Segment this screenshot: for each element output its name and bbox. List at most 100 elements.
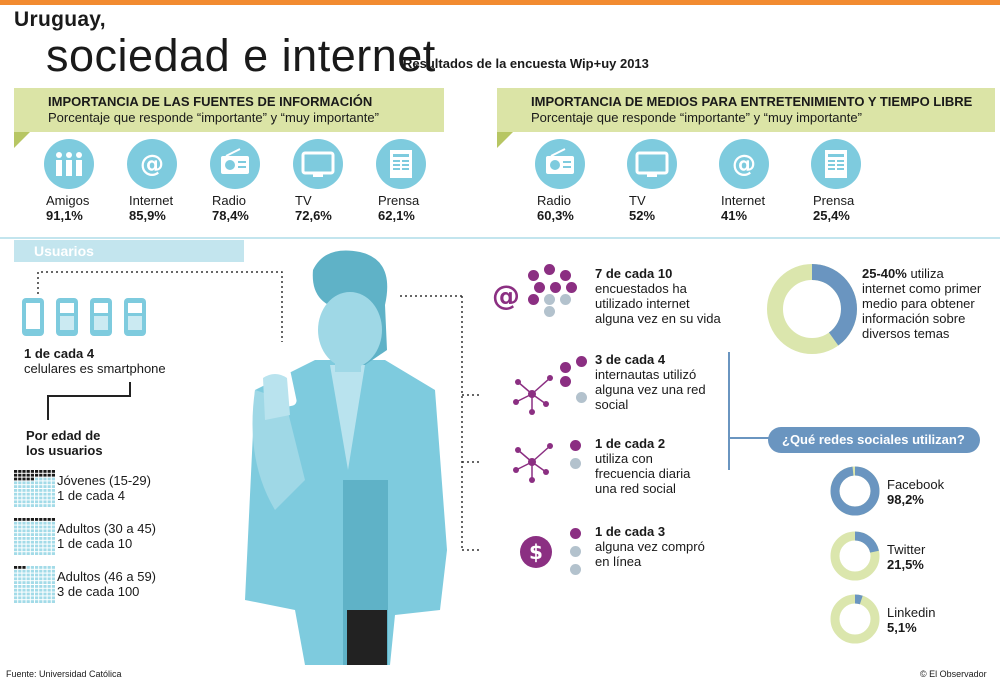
info-sources-band: IMPORTANCIA DE LAS FUENTES DE INFORMACIÓ…: [14, 88, 444, 132]
ratio-dot: [528, 270, 539, 281]
age-person-mark: [26, 492, 30, 496]
info-source-value: 91,1%: [46, 208, 83, 223]
fact-bold: 1 de cada 3: [595, 524, 666, 539]
age-person-mark: [14, 540, 18, 544]
age-person-mark: [51, 518, 55, 521]
info-source-item: Radio 78,4%: [212, 193, 249, 223]
footer-credit: © El Observador: [920, 669, 987, 679]
age-person-mark: [18, 592, 22, 596]
age-person-mark: [18, 577, 22, 581]
age-person-mark: [35, 581, 39, 584]
age-person-mark: [39, 533, 43, 536]
fact-line: utilizado internet: [595, 296, 690, 311]
age-person-mark: [26, 544, 30, 548]
age-person-mark: [14, 585, 18, 588]
age-person-mark: [47, 596, 51, 600]
age-person-mark: [18, 492, 22, 496]
age-person-mark: [18, 496, 22, 500]
age-person-mark: [51, 521, 55, 525]
age-person-mark: [30, 592, 34, 596]
age-person-mark: [39, 477, 43, 481]
age-person-mark: [22, 518, 26, 521]
top-accent-bar: [0, 0, 1000, 5]
entertainment-value: 41%: [721, 208, 748, 223]
age-person-mark: [35, 504, 39, 507]
age-person-mark: [30, 496, 34, 500]
age-person-mark: [39, 585, 43, 588]
age-group-ratio: 1 de cada 4: [57, 488, 125, 503]
age-person-mark: [14, 577, 18, 581]
people-icon: [44, 139, 94, 189]
age-person-mark: [14, 504, 18, 507]
age-person-mark: [39, 540, 43, 544]
age-person-mark: [26, 573, 30, 577]
age-person-mark: [18, 600, 22, 603]
age-person-mark: [51, 496, 55, 500]
age-person-mark: [22, 529, 26, 533]
ratio-dot: [576, 356, 587, 367]
ratio-dot: [528, 294, 539, 305]
age-person-mark: [47, 504, 51, 507]
age-person-mark: [43, 477, 47, 481]
age-person-mark: [39, 525, 43, 529]
age-person-mark: [30, 485, 34, 488]
age-person-mark: [35, 577, 39, 581]
social-network-name: Linkedin: [887, 605, 936, 620]
age-person-mark: [22, 489, 26, 492]
age-person-mark: [47, 485, 51, 488]
age-person-mark: [35, 573, 39, 577]
age-person-mark: [26, 600, 30, 603]
age-person-mark: [26, 504, 30, 507]
age-person-mark: [18, 525, 22, 529]
age-person-mark: [35, 518, 39, 521]
age-person-mark: [47, 569, 51, 573]
social-divider: [728, 352, 730, 470]
at-icon: @: [488, 278, 524, 319]
at-icon: @: [719, 139, 769, 189]
age-person-mark: [51, 585, 55, 588]
age-person-mark: [30, 566, 34, 569]
age-person-mark: [43, 485, 47, 488]
entertainment-value: 52%: [629, 208, 656, 223]
age-person-mark: [43, 518, 47, 521]
age-person-mark: [47, 548, 51, 552]
age-person-mark: [30, 533, 34, 536]
age-person-mark: [35, 588, 39, 592]
age-person-mark: [39, 492, 43, 496]
connector-lines: [400, 295, 480, 551]
age-person-mark: [35, 496, 39, 500]
age-person-mark: [43, 566, 47, 569]
age-person-mark: [18, 489, 22, 492]
age-person-mark: [26, 521, 30, 525]
fact-line: social: [595, 397, 629, 412]
age-person-mark: [47, 544, 51, 548]
social-network-name: Facebook: [887, 477, 945, 492]
age-person-mark: [39, 470, 43, 473]
radio-icon: [210, 139, 260, 189]
age-person-mark: [47, 533, 51, 536]
age-person-mark: [18, 566, 22, 569]
age-person-mark: [35, 500, 39, 504]
ratio-dot: [570, 458, 581, 469]
age-person-mark: [30, 596, 34, 600]
age-person-mark: [35, 477, 39, 481]
age-person-mark: [26, 529, 30, 533]
age-person-mark: [26, 552, 30, 555]
age-person-mark: [26, 569, 30, 573]
age-person-mark: [30, 521, 34, 525]
age-person-mark: [35, 525, 39, 529]
age-person-mark: [22, 470, 26, 473]
age-person-mark: [22, 588, 26, 592]
age-person-mark: [18, 540, 22, 544]
age-person-mark: [35, 600, 39, 603]
age-person-mark: [26, 473, 30, 477]
age-person-mark: [30, 492, 34, 496]
age-person-mark: [51, 540, 55, 544]
age-person-mark: [51, 470, 55, 473]
age-person-mark: [47, 592, 51, 596]
social-network: Twitter 21,5%: [887, 542, 925, 572]
age-person-mark: [51, 492, 55, 496]
age-person-mark: [39, 473, 43, 477]
age-person-mark: [14, 566, 18, 569]
age-person-mark: [47, 600, 51, 603]
